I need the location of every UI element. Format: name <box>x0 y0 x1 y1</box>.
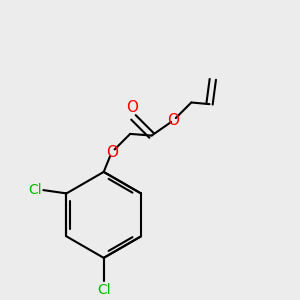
Text: O: O <box>167 113 179 128</box>
Text: O: O <box>126 100 138 115</box>
Text: O: O <box>106 145 118 160</box>
Text: Cl: Cl <box>97 283 110 297</box>
Text: Cl: Cl <box>28 183 42 197</box>
